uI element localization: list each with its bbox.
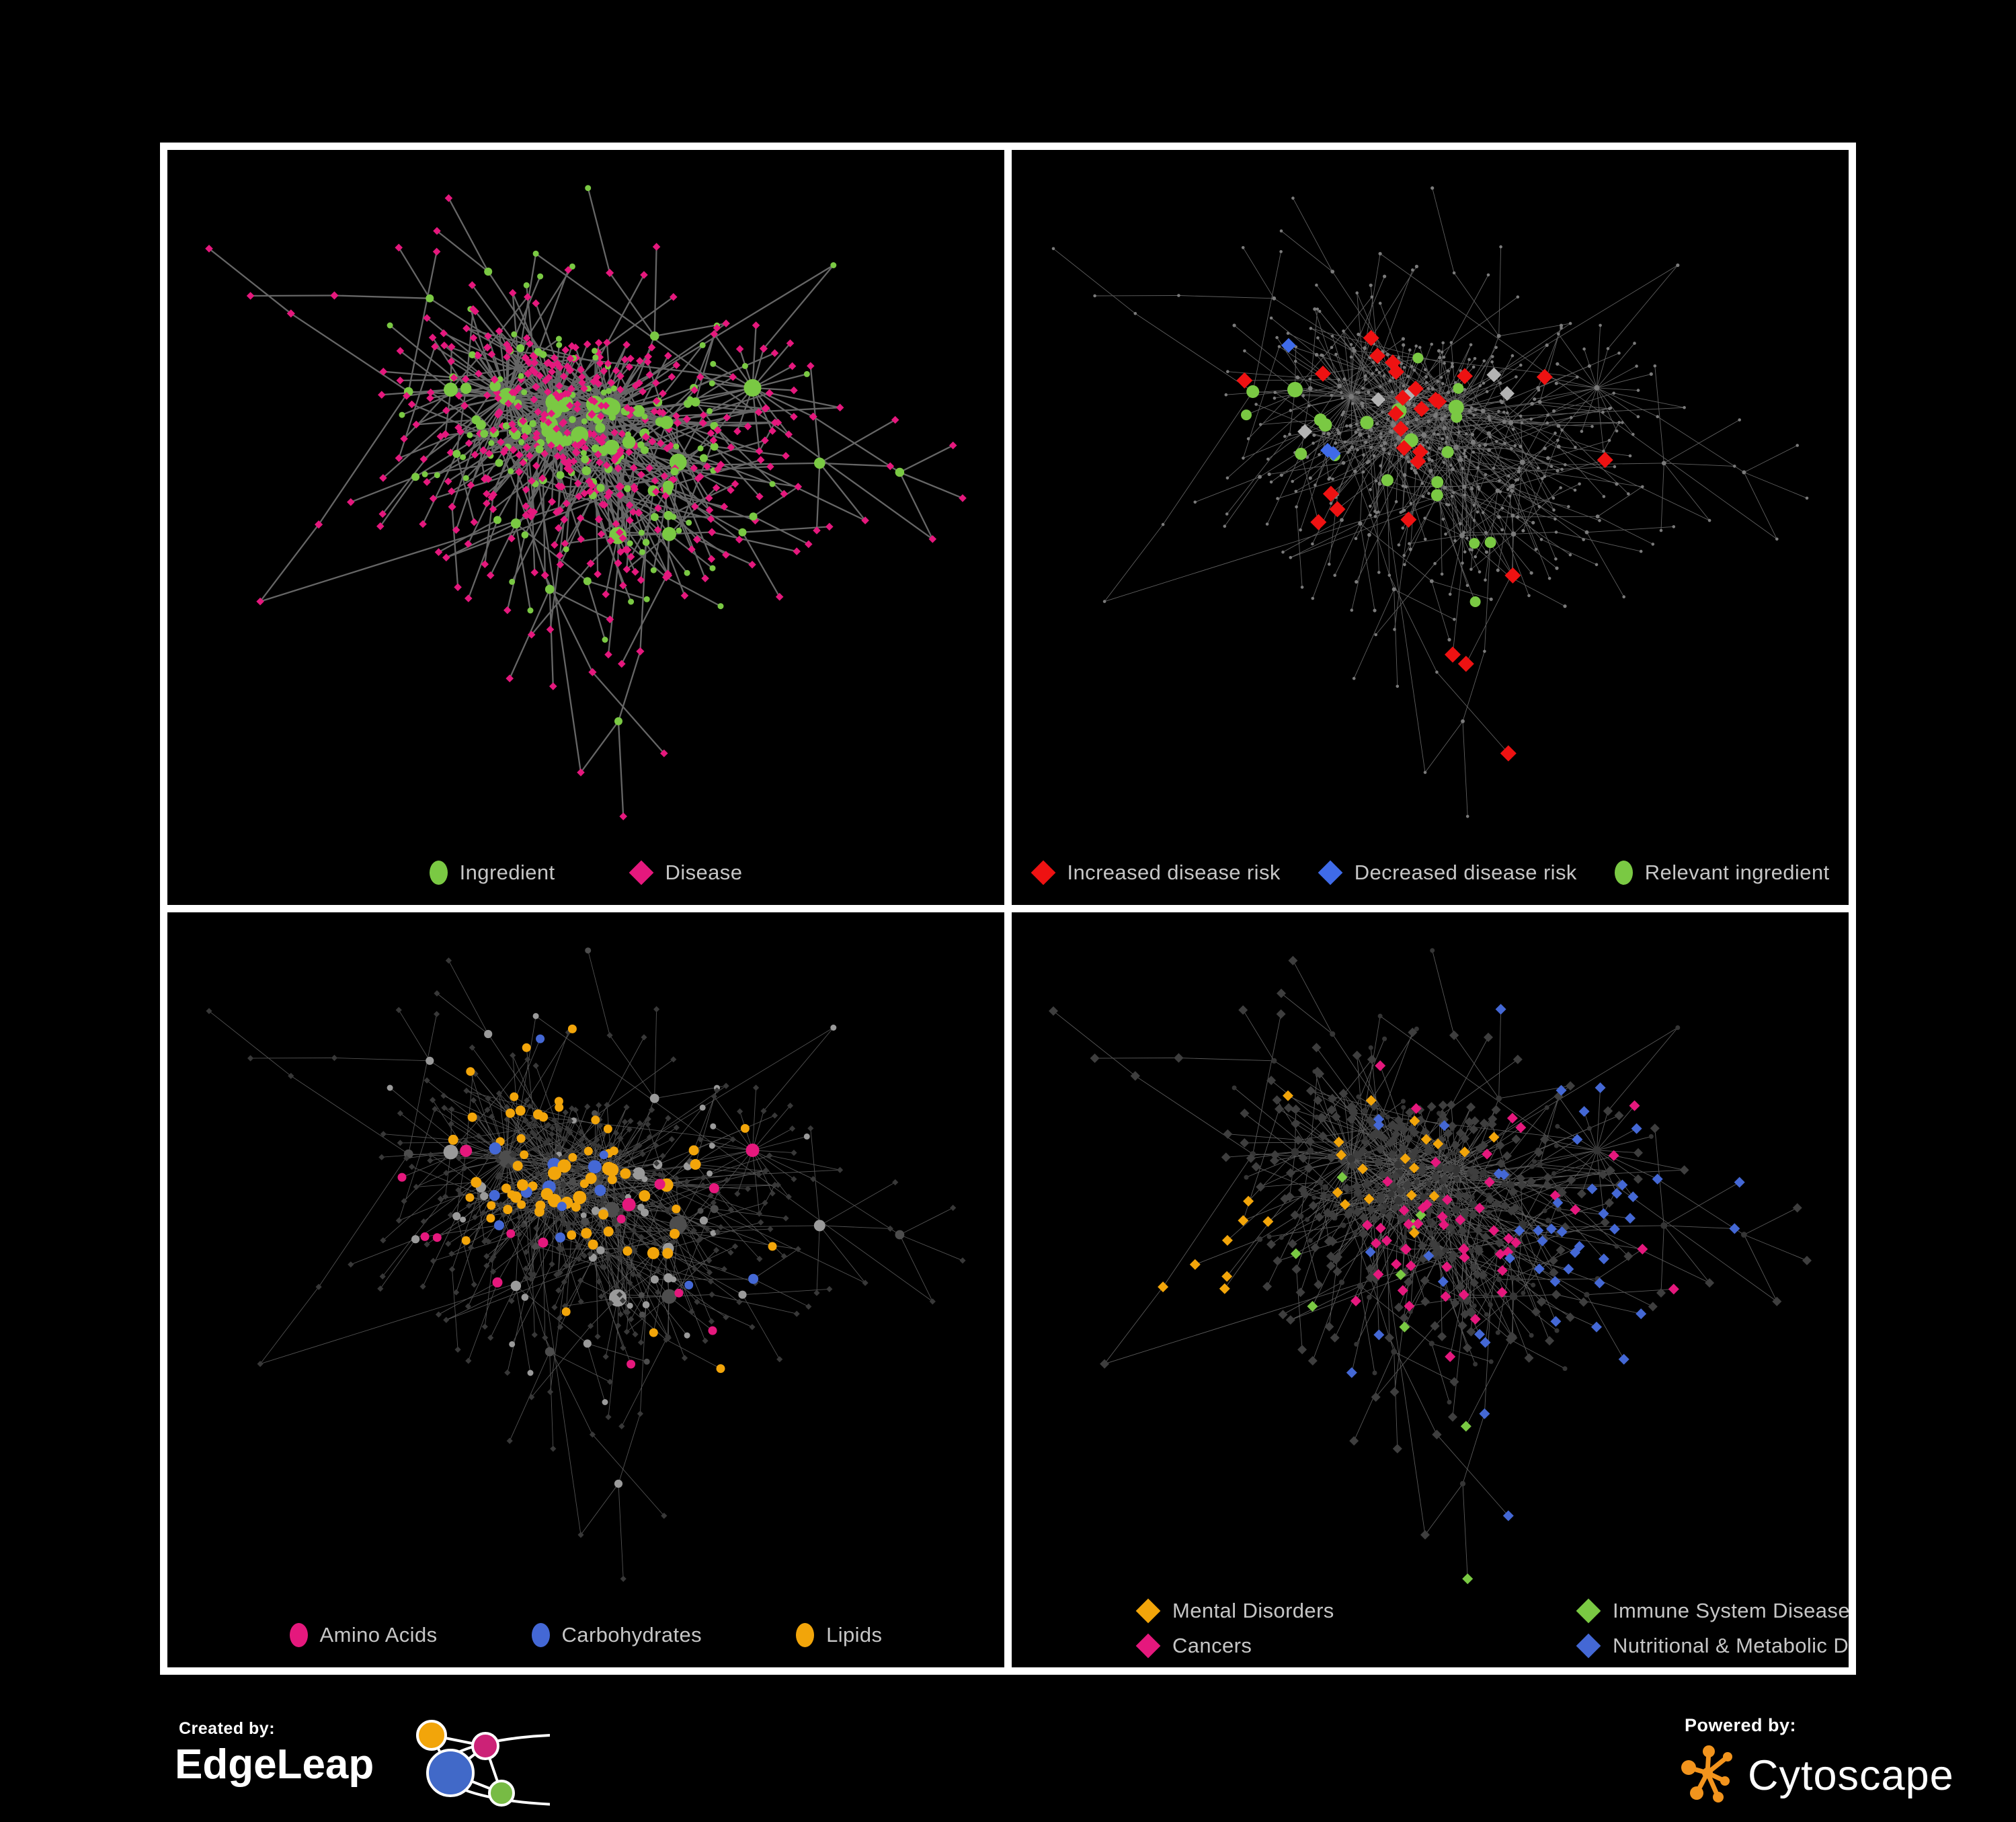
- legend-disease-categories: Mental Disorders Immune System Diseases Ca…: [1012, 1599, 1849, 1658]
- legend-nutrient-categories: Amino Acids Carbohydrates Lipids: [167, 1623, 1004, 1647]
- legend-label: Mental Disorders: [1172, 1599, 1334, 1623]
- ellipse-marker-icon: [532, 1623, 550, 1647]
- diamond-marker-icon: [1318, 861, 1342, 885]
- legend-label: Lipids: [826, 1623, 882, 1647]
- legend-label: Decreased disease risk: [1355, 861, 1577, 885]
- legend-label: Immune System Diseases: [1613, 1599, 1849, 1623]
- legend-label: Amino Acids: [320, 1623, 438, 1647]
- legend-item: Disease: [629, 861, 743, 885]
- legend-label: Carbohydrates: [562, 1623, 702, 1647]
- network-nutrient-categories: [167, 912, 1004, 1667]
- diamond-marker-icon: [1136, 1634, 1161, 1659]
- diamond-marker-icon: [1576, 1599, 1601, 1624]
- legend-label: Relevant ingredient: [1645, 861, 1830, 885]
- legend-item: Cancers: [1136, 1634, 1502, 1658]
- panel-grid-frame: Ingredient Disease Increased disease risk…: [160, 143, 1856, 1675]
- legend-label: Disease: [666, 861, 743, 885]
- diamond-marker-icon: [1576, 1634, 1601, 1659]
- created-by-label: Created by:: [179, 1719, 275, 1739]
- legend-item: Increased disease risk: [1031, 861, 1281, 885]
- panel-ingredient-disease: Ingredient Disease: [167, 150, 1004, 905]
- legend-ingredient-disease: Ingredient Disease: [167, 861, 1004, 885]
- network-ingredient-disease: [167, 150, 1004, 905]
- diamond-marker-icon: [629, 861, 653, 885]
- cytoscape-brand-text: Cytoscape: [1748, 1751, 1954, 1800]
- panel-disease-risk: Increased disease risk Decreased disease …: [1012, 150, 1849, 905]
- legend-item: Carbohydrates: [532, 1623, 702, 1647]
- edgeleap-node-magenta: [473, 1733, 498, 1759]
- legend-item: Ingredient: [430, 861, 555, 885]
- edgeleap-credit: Created by: EdgeLeap: [160, 1711, 550, 1822]
- edgeleap-node-orange: [417, 1721, 446, 1749]
- legend-label: Ingredient: [460, 861, 555, 885]
- ellipse-marker-icon: [290, 1623, 308, 1647]
- legend-disease-risk: Increased disease risk Decreased disease …: [1012, 861, 1849, 885]
- edgeleap-node-blue: [428, 1750, 473, 1796]
- network-disease-risk: [1012, 150, 1849, 905]
- cytoscape-credit: Powered by: Cytoscape: [1679, 1711, 1995, 1822]
- ellipse-marker-icon: [430, 861, 448, 885]
- panel-disease-categories: Mental Disorders Immune System Diseases Ca…: [1012, 912, 1849, 1667]
- cytoscape-logo-icon: [1681, 1742, 1740, 1807]
- edgeleap-node-green: [489, 1781, 514, 1805]
- diamond-marker-icon: [1136, 1599, 1161, 1624]
- ellipse-marker-icon: [1615, 861, 1633, 885]
- edgeleap-brand-text: EdgeLeap: [175, 1741, 374, 1788]
- legend-item: Decreased disease risk: [1318, 861, 1577, 885]
- diamond-marker-icon: [1031, 861, 1055, 885]
- legend-item: Mental Disorders: [1136, 1599, 1502, 1623]
- powered-by-label: Powered by:: [1685, 1715, 1796, 1736]
- panel-nutrient-categories: Amino Acids Carbohydrates Lipids: [167, 912, 1004, 1667]
- legend-label: Nutritional & Metabolic Diseases: [1613, 1634, 1849, 1658]
- legend-item: Immune System Diseases: [1576, 1599, 1849, 1623]
- legend-item: Amino Acids: [290, 1623, 438, 1647]
- legend-item: Relevant ingredient: [1615, 861, 1830, 885]
- ellipse-marker-icon: [796, 1623, 814, 1647]
- legend-label: Cancers: [1172, 1634, 1252, 1658]
- network-disease-categories: [1012, 912, 1849, 1667]
- legend-item: Lipids: [796, 1623, 882, 1647]
- legend-label: Increased disease risk: [1067, 861, 1281, 885]
- legend-item: Nutritional & Metabolic Diseases: [1576, 1634, 1849, 1658]
